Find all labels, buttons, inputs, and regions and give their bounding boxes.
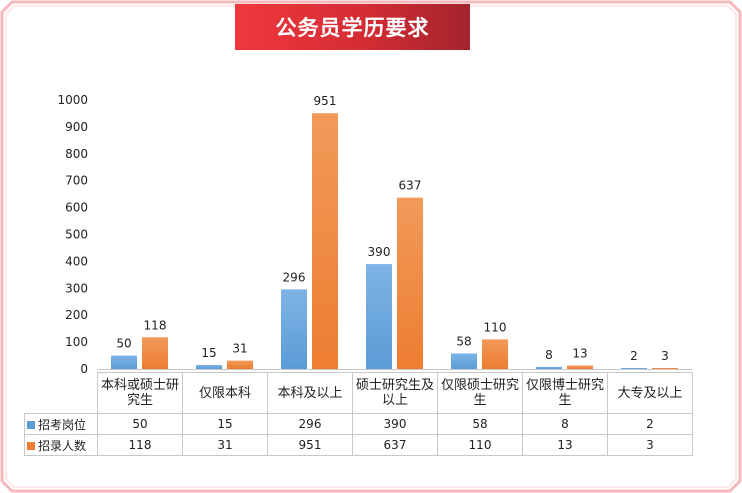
category-label: 仅限硕士研究生: [437, 372, 523, 414]
table-cell: 951: [267, 434, 353, 456]
bar: [567, 365, 593, 369]
category-label: 本科或硕士研究生: [97, 372, 183, 414]
category-label: 仅限本科: [182, 372, 268, 414]
table-cell: 118: [97, 434, 183, 456]
data-label: 8: [545, 348, 553, 362]
table-cell: 296: [267, 413, 353, 435]
table-cell: 50: [97, 413, 183, 435]
bar: [312, 113, 338, 369]
series-row-positions: 招考岗位 50 15 296 390 58 8 2: [24, 413, 693, 435]
data-label: 390: [368, 245, 391, 259]
bar: [451, 353, 477, 369]
data-label: 951: [314, 94, 337, 108]
series-label: 招录人数: [24, 434, 98, 456]
series-name: 招录人数: [38, 438, 87, 453]
table-cell: 31: [182, 434, 268, 456]
y-tick-label: 900: [65, 120, 88, 134]
series-label: 招考岗位: [24, 413, 98, 435]
data-label: 15: [201, 346, 216, 360]
series-row-recruits: 招录人数 118 31 951 637 110 13 3: [24, 434, 693, 456]
data-label: 637: [399, 179, 422, 193]
y-tick-label: 400: [65, 254, 88, 268]
bar: [281, 289, 307, 369]
bar: [621, 368, 647, 369]
chart-title: 公务员学历要求: [275, 16, 430, 40]
y-tick-label: 0: [80, 362, 88, 376]
y-tick-label: 200: [65, 308, 88, 322]
bar: [366, 264, 392, 369]
category-row: 本科或硕士研究生 仅限本科 本科及以上 硕士研究生及以上 仅限硕士研究生 仅限博士研究生大…: [24, 372, 693, 414]
table-cell: 2: [607, 413, 693, 435]
data-label: 296: [283, 270, 306, 284]
category-label: 大专及以上: [607, 372, 693, 414]
legend-key-icon: [27, 442, 35, 450]
table-cell: 15: [182, 413, 268, 435]
data-label: 50: [116, 337, 131, 351]
y-tick-label: 800: [65, 147, 88, 161]
y-tick-label: 100: [65, 335, 88, 349]
table-cell: 58: [437, 413, 523, 435]
bar: [397, 197, 423, 369]
data-table: 本科或硕士研究生 仅限本科 本科及以上 硕士研究生及以上 仅限硕士研究生 仅限博士研究生大…: [24, 372, 693, 456]
bar: [111, 355, 137, 369]
table-cell: 390: [352, 413, 438, 435]
series-name: 招考岗位: [38, 417, 87, 432]
table-cell: 637: [352, 434, 438, 456]
data-label: 2: [630, 349, 638, 363]
data-label: 31: [232, 342, 247, 356]
data-label: 13: [572, 347, 587, 361]
table-cell: 13: [522, 434, 608, 456]
data-label: 58: [456, 334, 471, 348]
data-label: 3: [661, 349, 669, 363]
bar: [482, 339, 508, 369]
category-label: 仅限博士研究生: [522, 372, 608, 414]
table-cell: 8: [522, 413, 608, 435]
data-label: 110: [484, 320, 507, 334]
bar: [196, 364, 222, 369]
y-tick-label: 500: [65, 228, 88, 242]
title-banner: 公务员学历要求: [235, 4, 470, 50]
table-cell: 110: [437, 434, 523, 456]
bar: [652, 368, 678, 369]
bar: [536, 366, 562, 369]
y-tick-label: 1000: [57, 93, 88, 107]
table-cell: 3: [607, 434, 693, 456]
legend-key-icon: [27, 421, 35, 429]
y-tick-label: 700: [65, 174, 88, 188]
y-tick-label: 600: [65, 201, 88, 215]
y-tick-label: 300: [65, 281, 88, 295]
data-label: 118: [144, 318, 167, 332]
category-label: 硕士研究生及以上: [352, 372, 438, 414]
table-corner: [24, 372, 98, 414]
bar: [227, 360, 253, 369]
bar: [142, 337, 168, 369]
category-label: 本科及以上: [267, 372, 353, 414]
